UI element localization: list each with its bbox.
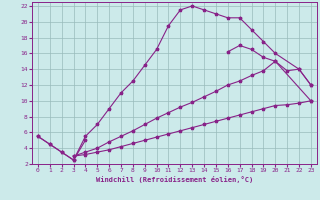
X-axis label: Windchill (Refroidissement éolien,°C): Windchill (Refroidissement éolien,°C) bbox=[96, 176, 253, 183]
